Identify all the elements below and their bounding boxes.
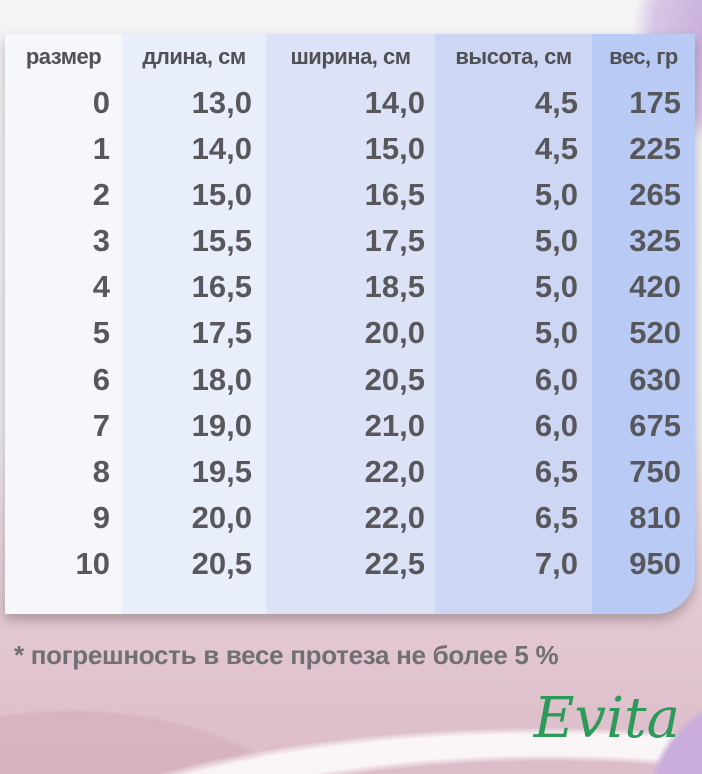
table-cell: 225 bbox=[629, 131, 681, 167]
column-header: ширина, см bbox=[290, 44, 411, 69]
table-cell: 20,5 bbox=[191, 545, 252, 581]
table-cell: 19,5 bbox=[191, 453, 252, 489]
table-cell: 10 bbox=[75, 545, 110, 581]
table-cell: 420 bbox=[629, 269, 681, 305]
table-cell: 5 bbox=[92, 315, 110, 351]
table-cell: 520 bbox=[629, 315, 681, 351]
table-cell: 0 bbox=[92, 85, 110, 120]
table-cell: 9 bbox=[92, 499, 110, 535]
table-cell: 6,0 bbox=[534, 407, 578, 443]
table-cell: 17,5 bbox=[364, 223, 425, 259]
table-cell: 14,0 bbox=[191, 131, 252, 167]
table-cell: 4,5 bbox=[534, 131, 578, 167]
column-header: вес, гр bbox=[609, 44, 678, 69]
table-cell: 675 bbox=[629, 407, 681, 443]
brand-logo: Evita bbox=[533, 686, 680, 751]
table-cell: 15,0 bbox=[364, 131, 425, 167]
column-weight: вес, гр 175 225 265 325 420 520 630 675 750 810 950 bbox=[592, 34, 695, 614]
table-cell: 5,0 bbox=[534, 177, 578, 213]
table-cell: 20,0 bbox=[364, 315, 425, 351]
table-cell: 810 bbox=[629, 499, 681, 535]
table-cell: 16,5 bbox=[191, 269, 252, 305]
table-cell: 22,0 bbox=[364, 453, 425, 489]
table-cell: 15,0 bbox=[191, 177, 252, 213]
table-cell: 13,0 bbox=[191, 85, 252, 120]
table-cell: 5,0 bbox=[534, 269, 578, 305]
table-cell: 5,0 bbox=[534, 223, 578, 259]
table-cell: 4 bbox=[92, 269, 110, 305]
table-cell: 6,0 bbox=[534, 361, 578, 397]
column-size: размер 0 1 2 3 4 5 6 7 8 9 10 bbox=[5, 34, 122, 614]
table-cell: 325 bbox=[629, 223, 681, 259]
table-cell: 2 bbox=[92, 177, 110, 213]
column-height: высота, см 4,5 4,5 5,0 5,0 5,0 5,0 6,0 6,0 6,5 6,5… bbox=[435, 34, 592, 614]
column-width: ширина, см 14,0 15,0 16,5 17,5 18,5 20,0 20,5 21… bbox=[266, 34, 435, 614]
column-header: длина, см bbox=[142, 44, 246, 69]
table-cell: 19,0 bbox=[191, 407, 252, 443]
table-cell: 750 bbox=[629, 453, 681, 489]
column-header: размер bbox=[25, 44, 102, 69]
weight-tolerance-note: * погрешность в весе протеза не более 5 … bbox=[14, 640, 559, 670]
table-cell: 3 bbox=[92, 223, 110, 259]
table-cell: 630 bbox=[629, 361, 681, 397]
table-cell: 22,0 bbox=[364, 499, 425, 535]
table-cell: 18,0 bbox=[191, 361, 252, 397]
size-table: размер 0 1 2 3 4 5 6 7 8 9 10 длина, см 13,0 14,0 15,0 1… bbox=[5, 34, 695, 614]
table-cell: 6 bbox=[92, 361, 110, 397]
table-cell: 7,0 bbox=[534, 545, 578, 581]
table-cell: 5,0 bbox=[534, 315, 578, 351]
table-cell: 175 bbox=[629, 85, 681, 120]
table-cell: 950 bbox=[629, 545, 681, 581]
table-cell: 1 bbox=[92, 131, 110, 167]
table-cell: 20,0 bbox=[191, 499, 252, 535]
table-cell: 15,5 bbox=[191, 223, 252, 259]
table-cell: 6,5 bbox=[534, 453, 578, 489]
table-cell: 21,0 bbox=[364, 407, 425, 443]
table-cell: 8 bbox=[92, 453, 110, 489]
table-cell: 16,5 bbox=[364, 177, 425, 213]
column-length: длина, см 13,0 14,0 15,0 15,5 16,5 17,5 18,0 19,… bbox=[122, 34, 266, 614]
table-cell: 4,5 bbox=[534, 85, 578, 120]
table-cell: 6,5 bbox=[534, 499, 578, 535]
table-cell: 20,5 bbox=[364, 361, 425, 397]
table-cell: 17,5 bbox=[191, 315, 252, 351]
table-cell: 18,5 bbox=[364, 269, 425, 305]
table-cell: 22,5 bbox=[364, 545, 425, 581]
table-cell: 265 bbox=[629, 177, 681, 213]
table-cell: 14,0 bbox=[364, 85, 425, 120]
column-header: высота, см bbox=[455, 44, 572, 69]
table-cell: 7 bbox=[92, 407, 110, 443]
